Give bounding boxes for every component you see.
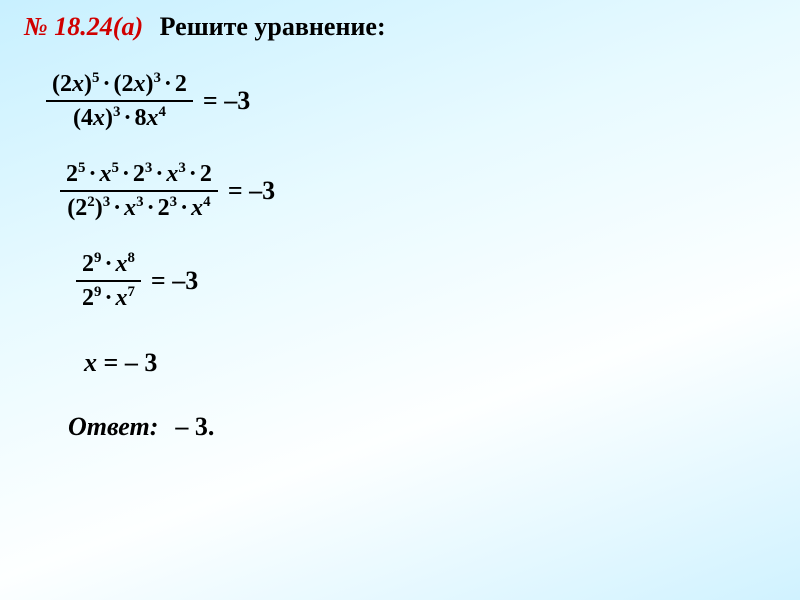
title-line: № 18.24(а) Решите уравнение: (24, 12, 776, 42)
fraction-1: (2x)5·(2x)3·2 (4x)3·8x4 (46, 70, 193, 132)
denominator-2: (22)3·x3·23·x4 (60, 192, 218, 222)
answer-value-text: – 3. (175, 412, 214, 441)
rhs-2: = –3 (228, 176, 275, 205)
numerator-2: 25·x5·23·x3·2 (60, 160, 218, 192)
equation-3: 29·x8 29·x7 = –3 (76, 250, 776, 312)
slide: № 18.24(а) Решите уравнение: (2x)5·(2x)3… (0, 0, 800, 454)
problem-number: № 18.24(а) (24, 12, 143, 41)
fraction-2: 25·x5·23·x3·2 (22)3·x3·23·x4 (60, 160, 218, 222)
numerator-3: 29·x8 (76, 250, 141, 282)
answer-line: Ответ: – 3. (68, 412, 776, 442)
rhs-3: = –3 (151, 266, 198, 295)
answer-label: Ответ: (68, 412, 158, 441)
equation-1: (2x)5·(2x)3·2 (4x)3·8x4 = –3 (46, 70, 776, 132)
denominator-3: 29·x7 (76, 282, 141, 312)
rhs-1: = –3 (203, 86, 250, 115)
fraction-3: 29·x8 29·x7 (76, 250, 141, 312)
answer-value: – 3. (162, 412, 214, 441)
solution-line: x = – 3 (84, 348, 776, 378)
prompt-text: Решите уравнение: (160, 12, 386, 41)
denominator-1: (4x)3·8x4 (46, 102, 193, 132)
numerator-1: (2x)5·(2x)3·2 (46, 70, 193, 102)
solution-text: x = – 3 (84, 348, 157, 377)
equation-2: 25·x5·23·x3·2 (22)3·x3·23·x4 = –3 (60, 160, 776, 222)
